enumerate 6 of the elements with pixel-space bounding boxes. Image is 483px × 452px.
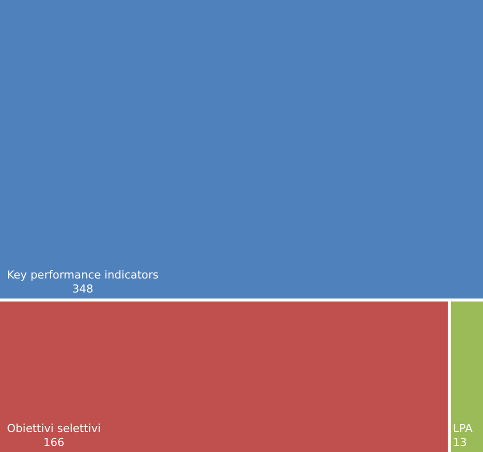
data-label: 13 <box>452 436 467 449</box>
category-label: LPA <box>452 422 473 435</box>
category-label: Key performance indicators <box>7 268 159 282</box>
data-label: 166 <box>43 436 64 449</box>
category-label: Obiettivi selettivi <box>7 422 101 435</box>
data-label: 348 <box>72 282 94 296</box>
